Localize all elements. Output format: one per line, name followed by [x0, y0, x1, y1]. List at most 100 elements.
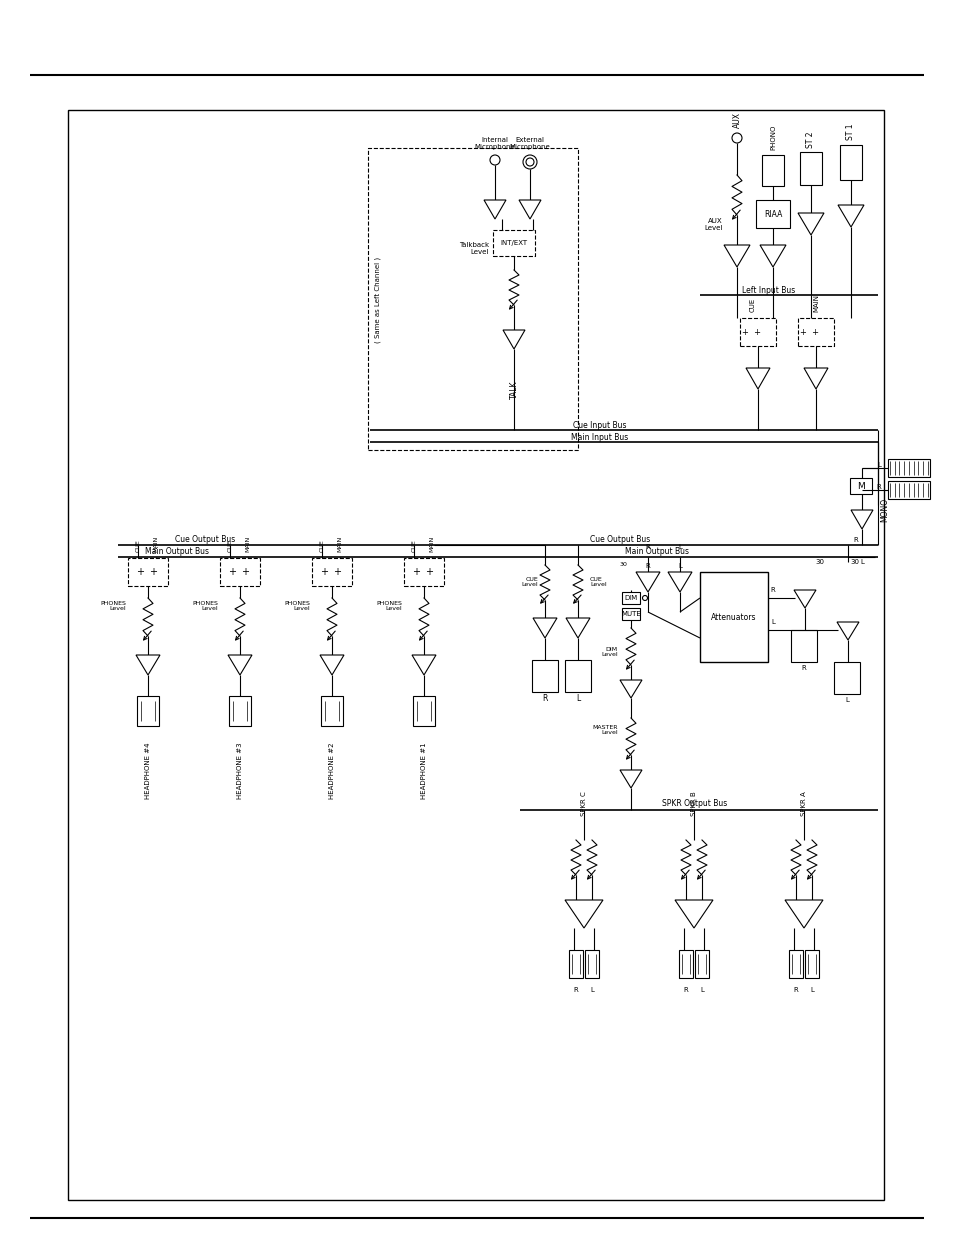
Text: L: L — [590, 987, 594, 993]
Polygon shape — [667, 572, 691, 592]
Polygon shape — [412, 655, 436, 676]
Text: L: L — [809, 987, 813, 993]
Text: Left Input Bus: Left Input Bus — [741, 285, 794, 294]
Text: R: R — [793, 987, 798, 993]
Text: CUE: CUE — [749, 298, 755, 312]
Text: +: + — [149, 567, 157, 577]
Text: HEADPHONE #4: HEADPHONE #4 — [145, 742, 151, 799]
Text: PHONES
Level: PHONES Level — [284, 600, 310, 611]
Bar — [621, 592, 639, 604]
Bar — [700, 572, 767, 662]
Bar — [413, 697, 435, 726]
Bar — [568, 950, 582, 978]
Circle shape — [490, 156, 499, 165]
Polygon shape — [565, 618, 589, 638]
Text: ST 1: ST 1 — [845, 124, 855, 140]
Text: ST 2: ST 2 — [805, 131, 815, 148]
Text: 30: 30 — [619, 562, 627, 567]
Text: Attenuators: Attenuators — [711, 613, 756, 621]
Text: PHONES
Level: PHONES Level — [192, 600, 218, 611]
Text: R: R — [683, 987, 688, 993]
Text: R: R — [645, 563, 650, 569]
Text: R: R — [645, 543, 650, 550]
Text: R: R — [853, 537, 858, 543]
Text: DIM: DIM — [623, 595, 637, 601]
Text: 30: 30 — [850, 559, 859, 564]
Text: INT/EXT: INT/EXT — [500, 240, 527, 246]
Text: Cue Input Bus: Cue Input Bus — [573, 420, 626, 430]
Polygon shape — [836, 622, 858, 640]
Text: CUE: CUE — [227, 540, 233, 552]
Text: PHONES
Level: PHONES Level — [100, 600, 126, 611]
Text: AUX: AUX — [732, 112, 740, 128]
Text: 30: 30 — [815, 559, 823, 564]
Bar — [840, 144, 862, 180]
Text: External
Microphone: External Microphone — [509, 137, 550, 149]
Bar — [403, 558, 443, 585]
Bar — [800, 152, 821, 185]
Bar — [584, 950, 598, 978]
Text: ( Same as Left Channel ): ( Same as Left Channel ) — [375, 257, 381, 343]
Polygon shape — [483, 200, 505, 219]
Text: MAIN: MAIN — [245, 536, 251, 552]
Circle shape — [641, 595, 647, 600]
Polygon shape — [619, 680, 641, 698]
Text: CUE: CUE — [411, 540, 416, 552]
Text: +: + — [241, 567, 249, 577]
Text: MAIN: MAIN — [153, 536, 158, 552]
Polygon shape — [228, 655, 252, 676]
Bar — [887, 480, 929, 499]
Text: R: R — [801, 664, 805, 671]
Text: CUE: CUE — [319, 540, 324, 552]
Polygon shape — [136, 655, 160, 676]
Text: DIM
Level: DIM Level — [600, 647, 618, 657]
Bar — [493, 230, 535, 256]
Text: CUE
Level: CUE Level — [521, 577, 537, 588]
Bar — [788, 950, 802, 978]
Text: TALK: TALK — [509, 380, 518, 399]
Bar — [761, 156, 783, 186]
Polygon shape — [797, 212, 823, 235]
Polygon shape — [564, 900, 602, 927]
Text: MAIN: MAIN — [812, 294, 818, 312]
Bar — [679, 950, 692, 978]
Text: M: M — [856, 482, 864, 490]
Text: Main Output Bus: Main Output Bus — [624, 547, 688, 556]
Polygon shape — [723, 245, 749, 267]
Text: HEADPHONE #2: HEADPHONE #2 — [329, 742, 335, 799]
Text: +: + — [228, 567, 235, 577]
Polygon shape — [745, 368, 769, 389]
Bar — [320, 697, 343, 726]
Text: CUE
Level: CUE Level — [589, 577, 606, 588]
Circle shape — [522, 156, 537, 169]
Bar — [229, 697, 251, 726]
Bar — [797, 317, 833, 346]
Text: SPKR C: SPKR C — [580, 792, 586, 816]
Text: L: L — [678, 543, 681, 550]
Polygon shape — [760, 245, 785, 267]
Text: L: L — [576, 694, 579, 703]
Polygon shape — [837, 205, 863, 227]
Text: +  +: + + — [741, 327, 760, 336]
Text: MAIN: MAIN — [337, 536, 342, 552]
Text: R: R — [876, 484, 881, 490]
Bar — [312, 558, 352, 585]
Bar — [755, 200, 789, 228]
Text: Cue Output Bus: Cue Output Bus — [589, 535, 650, 543]
Bar — [887, 459, 929, 477]
Text: SPKR Output Bus: SPKR Output Bus — [661, 799, 727, 809]
Text: L: L — [770, 619, 774, 625]
Text: R: R — [573, 987, 578, 993]
Bar — [128, 558, 168, 585]
Text: +: + — [319, 567, 328, 577]
Polygon shape — [784, 900, 822, 927]
Bar — [68, 110, 883, 1200]
Text: L: L — [700, 987, 703, 993]
Bar — [532, 659, 558, 692]
Text: SPKR B: SPKR B — [690, 792, 697, 816]
Bar — [804, 950, 818, 978]
Text: L: L — [844, 697, 848, 703]
Text: Main Output Bus: Main Output Bus — [145, 547, 209, 556]
Text: MONO: MONO — [879, 498, 888, 522]
Bar — [220, 558, 260, 585]
